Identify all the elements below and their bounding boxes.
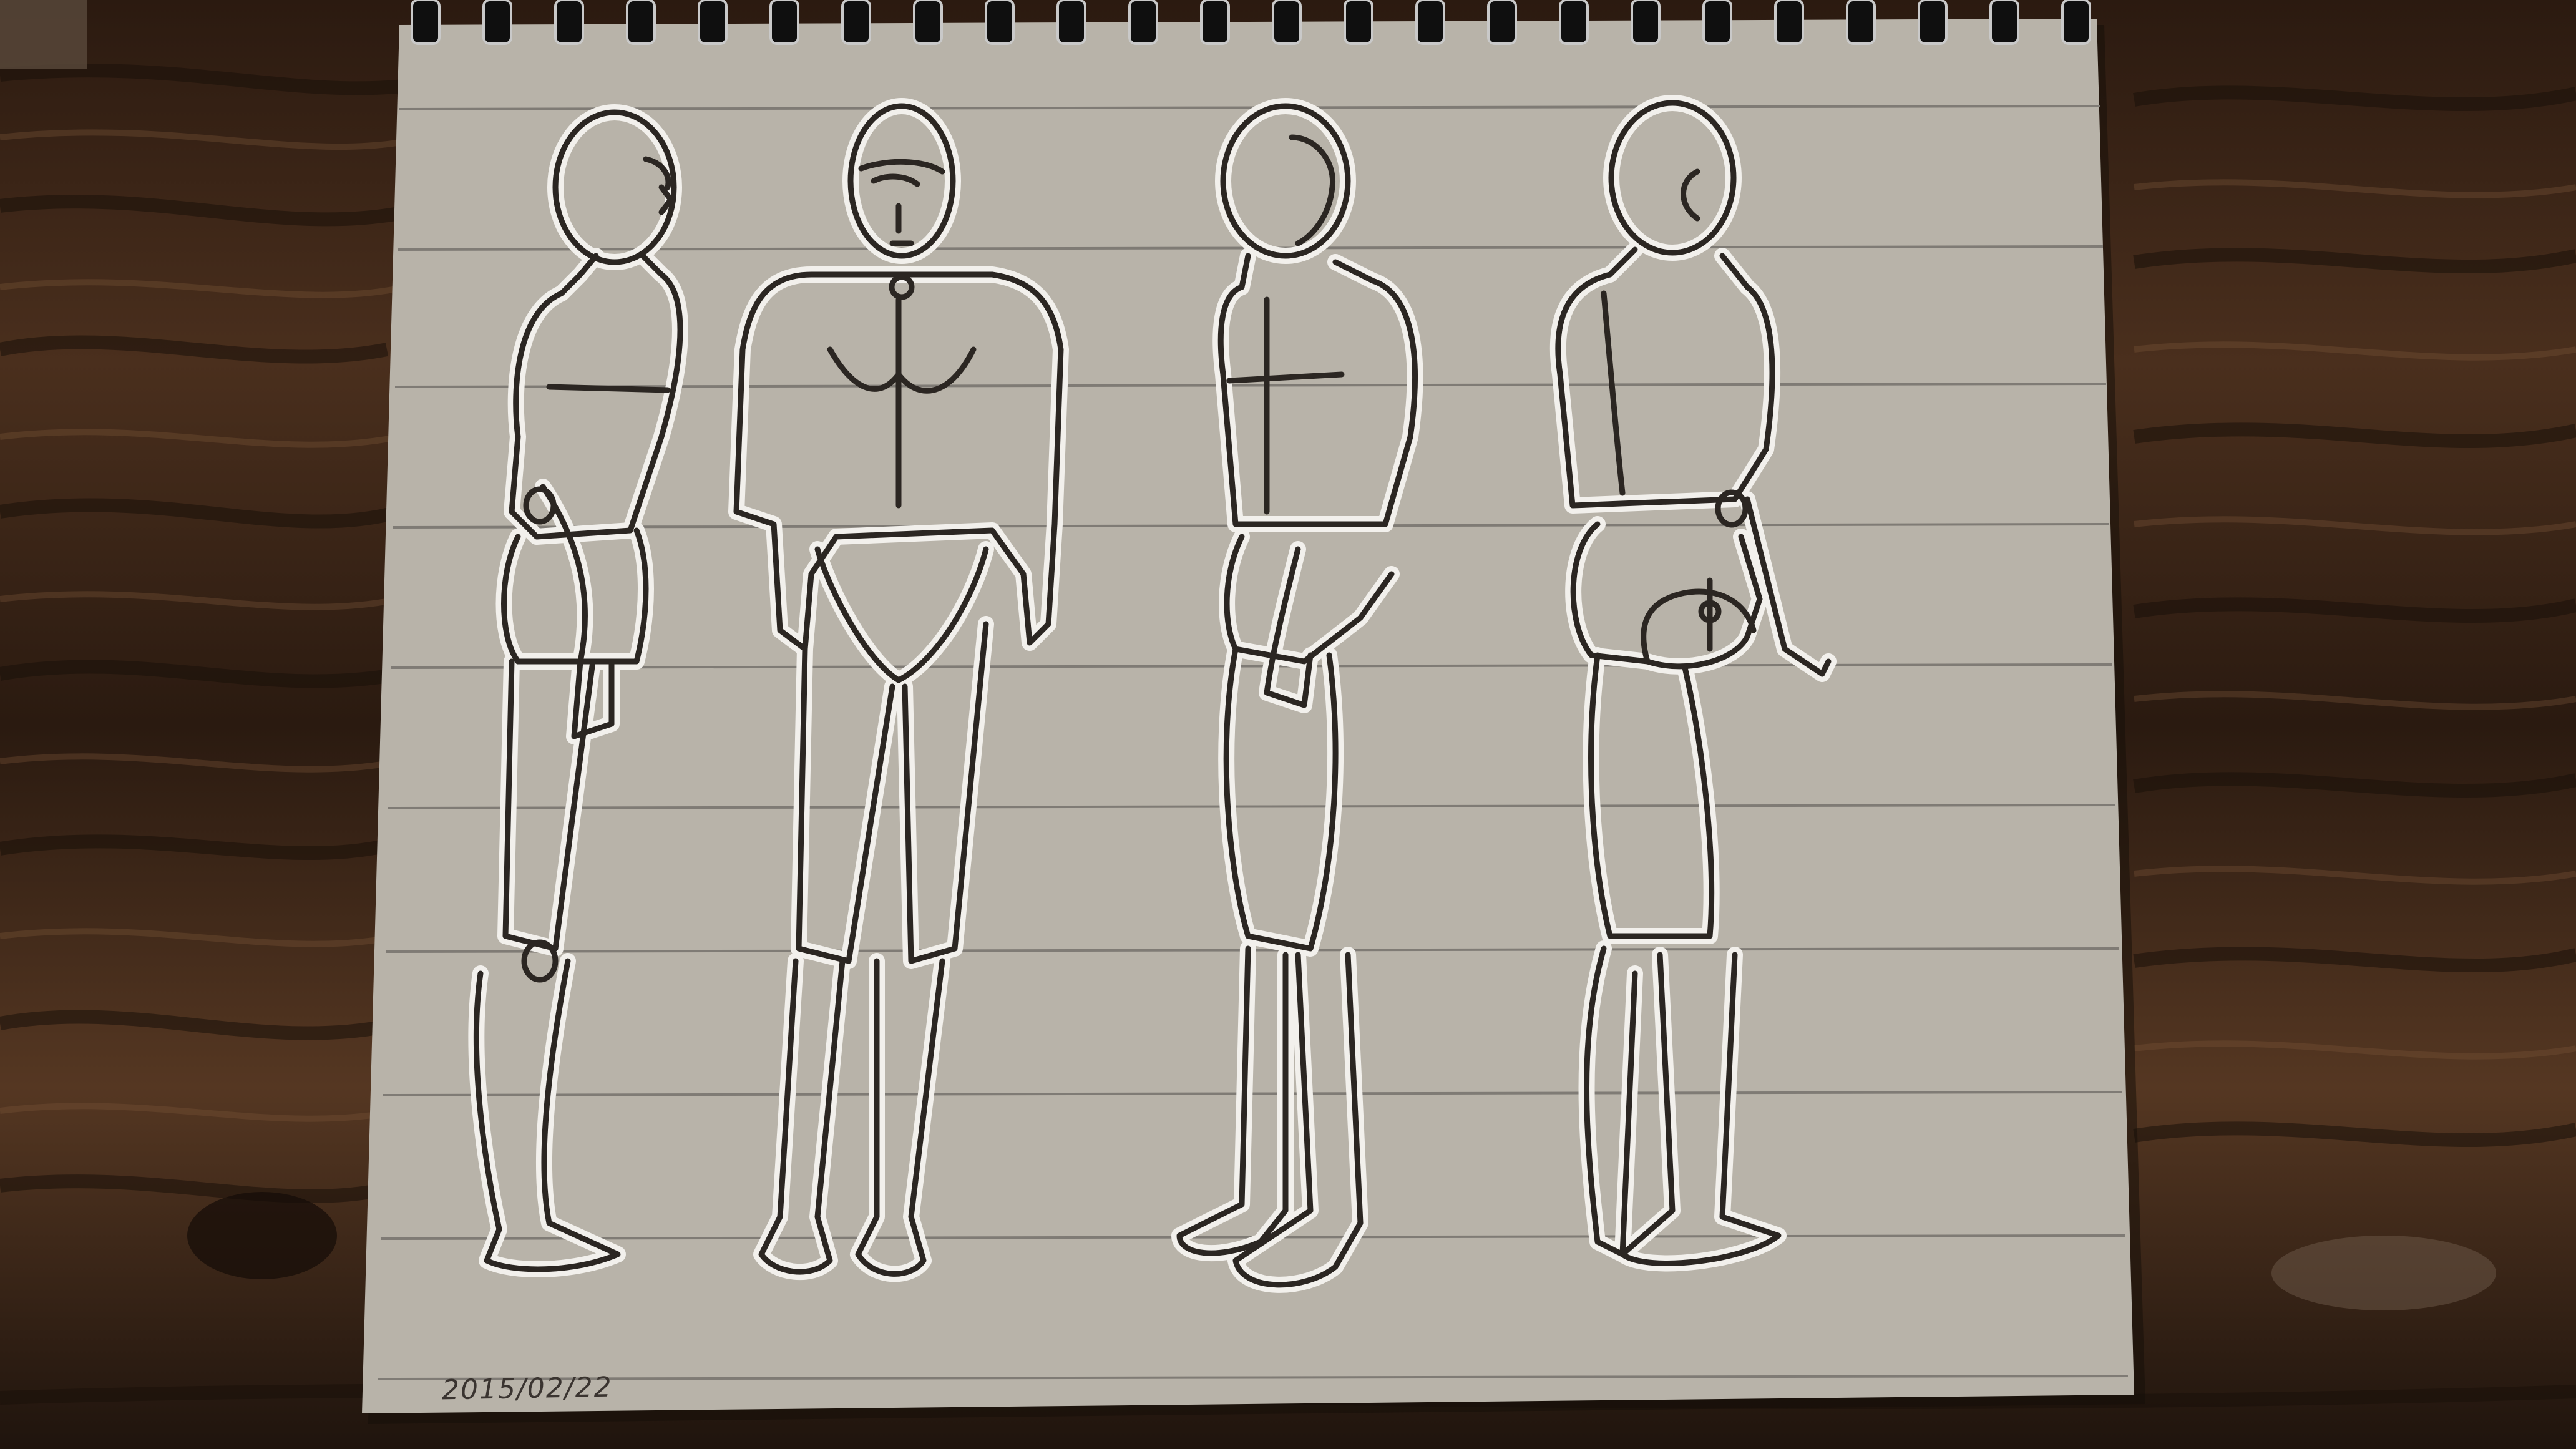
paper-sheet: [362, 19, 2134, 1413]
spiral-binding-icon: [411, 0, 2091, 45]
figure-side-view-icon: [468, 104, 688, 1277]
figure-front-view-icon: [728, 98, 1069, 1282]
date-note: 2015/02/22: [441, 1371, 613, 1407]
figure-three-quarter-view-icon: [1171, 98, 1423, 1293]
figure-back-three-quarter-view-icon: [1549, 95, 1837, 1272]
